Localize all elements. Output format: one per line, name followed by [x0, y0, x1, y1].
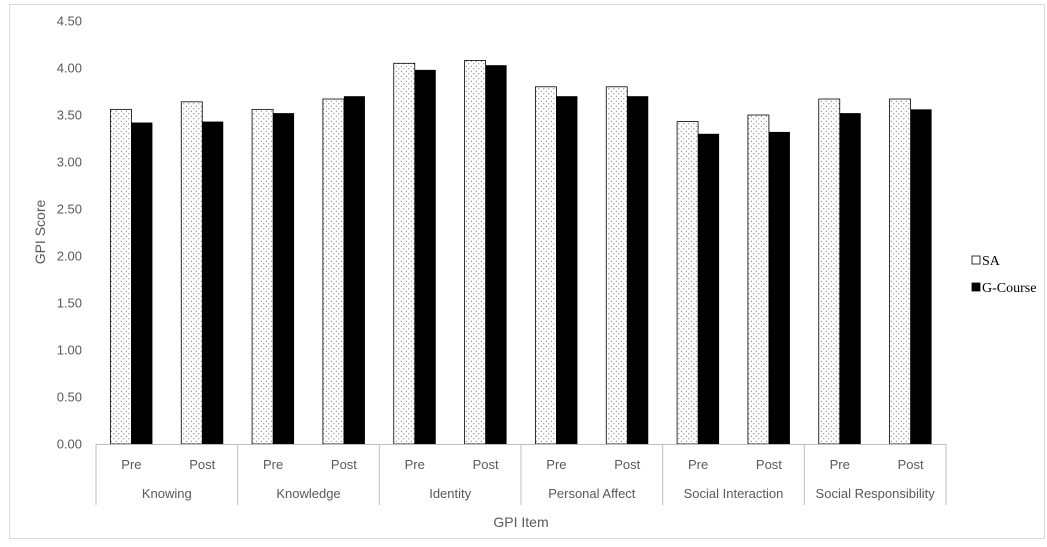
- bar-sa: [747, 114, 770, 445]
- x-tick-label: Pre: [263, 457, 283, 472]
- x-tick-label: Pre: [405, 457, 425, 472]
- y-tick-label: 3.50: [57, 108, 82, 123]
- legend-label: SA: [982, 254, 1001, 269]
- bar-g-course: [910, 109, 932, 445]
- bar-g-course: [485, 65, 507, 445]
- bar-sa: [393, 62, 416, 445]
- bar-g-course: [839, 113, 861, 445]
- bar-sa: [251, 108, 274, 445]
- bar-g-course: [131, 122, 153, 445]
- bar-g-course: [202, 121, 224, 444]
- bar-g-course: [343, 96, 365, 444]
- x-tick-label: Pre: [121, 457, 141, 472]
- y-tick-label: 0.00: [57, 437, 82, 452]
- y-tick-label: 1.00: [57, 343, 82, 358]
- x-tick-label: Post: [331, 457, 357, 472]
- bars: [110, 60, 932, 445]
- bar-sa: [889, 98, 911, 445]
- legend-label: G-Course: [982, 281, 1036, 296]
- y-axis: 0.00 0.50 1.00 1.50 2.00 2.50 3.00 3.50 4.00 4.50: [57, 14, 82, 452]
- y-tick-label: 4.50: [57, 14, 82, 29]
- bar-sa: [676, 121, 699, 445]
- y-tick-label: 2.50: [57, 202, 82, 217]
- group-label: Identity: [429, 486, 471, 501]
- bar-g-course: [768, 131, 790, 445]
- y-tick-label: 1.50: [57, 296, 82, 311]
- x-axis-label: GPI Item: [493, 514, 548, 530]
- x-tick-label: Pre: [830, 457, 850, 472]
- bar-g-course: [273, 113, 295, 445]
- legend-swatch: [971, 282, 981, 292]
- x-tick-label: Post: [614, 457, 640, 472]
- bar-g-course: [414, 69, 436, 444]
- bar-sa: [110, 108, 132, 445]
- x-tick-label: Post: [473, 457, 499, 472]
- bar-sa: [464, 60, 486, 445]
- bar-sa: [535, 86, 557, 445]
- x-tick-label: Post: [189, 457, 215, 472]
- bar-g-course: [627, 96, 649, 444]
- bar-g-course: [556, 96, 578, 444]
- chart-border: [9, 4, 1045, 539]
- y-tick-label: 0.50: [57, 390, 82, 405]
- group-label: Knowing: [142, 486, 192, 501]
- bar-sa: [605, 86, 628, 445]
- y-tick-label: 4.00: [57, 61, 82, 76]
- x-axis: Knowing Knowledge Identity Personal Affect S…: [95, 444, 947, 505]
- group-label: Social Responsibility: [816, 486, 936, 501]
- bar-sa: [180, 101, 203, 445]
- x-tick-label: Pre: [688, 457, 708, 472]
- group-label: Social Interaction: [684, 486, 784, 501]
- bar-sa: [322, 98, 345, 445]
- legend: SA G-Course: [971, 254, 1036, 296]
- group-label: Personal Affect: [548, 486, 636, 501]
- y-axis-label: GPI Score: [32, 200, 48, 265]
- y-tick-label: 3.00: [57, 155, 82, 170]
- bar-g-course: [698, 133, 720, 445]
- group-label: Knowledge: [276, 486, 340, 501]
- x-tick-label: Pre: [546, 457, 566, 472]
- y-tick-label: 2.00: [57, 249, 82, 264]
- bar-sa: [818, 98, 841, 445]
- legend-swatch: [971, 255, 981, 265]
- x-tick-label: Post: [898, 457, 924, 472]
- x-tick-label: Post: [756, 457, 782, 472]
